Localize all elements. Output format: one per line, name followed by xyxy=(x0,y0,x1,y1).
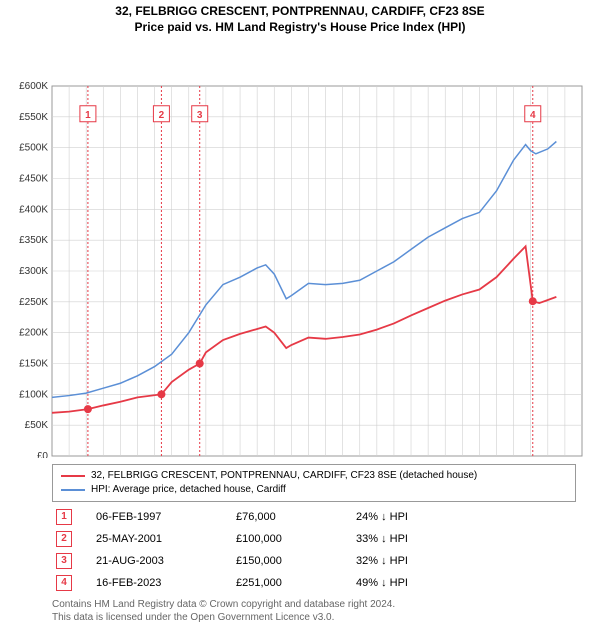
svg-text:3: 3 xyxy=(197,110,203,121)
legend-swatch xyxy=(61,475,85,477)
svg-text:£400K: £400K xyxy=(19,204,48,215)
price-chart: £0 £50K £100K £150K £200K £250K £300K £350K £400… xyxy=(0,38,600,458)
svg-text:£350K: £350K xyxy=(19,235,48,246)
svg-text:£500K: £500K xyxy=(19,143,48,154)
event-price: £150,000 xyxy=(232,550,352,572)
event-date: 16-FEB-2023 xyxy=(92,572,232,594)
footer-line: Contains HM Land Registry data © Crown c… xyxy=(52,598,576,611)
svg-text:4: 4 xyxy=(530,110,536,121)
page-title: 32, FELBRIGG CRESCENT, PONTPRENNAU, CARD… xyxy=(0,0,600,18)
event-badge: 2 xyxy=(56,531,72,547)
svg-text:£100K: £100K xyxy=(19,389,48,400)
event-price: £251,000 xyxy=(232,572,352,594)
event-price: £76,000 xyxy=(232,506,352,528)
page-subtitle: Price paid vs. HM Land Registry's House … xyxy=(0,18,600,38)
svg-text:£200K: £200K xyxy=(19,328,48,339)
event-date: 06-FEB-1997 xyxy=(92,506,232,528)
svg-text:2: 2 xyxy=(159,110,165,121)
event-delta: 49% ↓ HPI xyxy=(352,572,576,594)
legend-label: 32, FELBRIGG CRESCENT, PONTPRENNAU, CARD… xyxy=(91,469,477,483)
event-delta: 32% ↓ HPI xyxy=(352,550,576,572)
legend-item: 32, FELBRIGG CRESCENT, PONTPRENNAU, CARD… xyxy=(61,469,567,483)
svg-text:£300K: £300K xyxy=(19,266,48,277)
legend-label: HPI: Average price, detached house, Card… xyxy=(91,483,286,497)
svg-text:1: 1 xyxy=(85,110,91,121)
svg-text:£150K: £150K xyxy=(19,359,48,370)
table-row: 3 21-AUG-2003£150,00032% ↓ HPI xyxy=(52,550,576,572)
table-row: 4 16-FEB-2023£251,00049% ↓ HPI xyxy=(52,572,576,594)
event-delta: 24% ↓ HPI xyxy=(352,506,576,528)
event-date: 25-MAY-2001 xyxy=(92,528,232,550)
svg-text:£450K: £450K xyxy=(19,174,48,185)
event-delta: 33% ↓ HPI xyxy=(352,528,576,550)
event-date: 21-AUG-2003 xyxy=(92,550,232,572)
events-table: 1 06-FEB-1997£76,00024% ↓ HPI 2 25-MAY-2001… xyxy=(52,506,576,594)
svg-text:£0: £0 xyxy=(37,451,49,458)
event-badge: 1 xyxy=(56,509,72,525)
table-row: 1 06-FEB-1997£76,00024% ↓ HPI xyxy=(52,506,576,528)
event-badge: 3 xyxy=(56,553,72,569)
event-price: £100,000 xyxy=(232,528,352,550)
svg-text:£600K: £600K xyxy=(19,81,48,92)
svg-text:£50K: £50K xyxy=(25,420,49,431)
event-badge: 4 xyxy=(56,575,72,591)
legend: 32, FELBRIGG CRESCENT, PONTPRENNAU, CARD… xyxy=(52,464,576,502)
legend-item: HPI: Average price, detached house, Card… xyxy=(61,483,567,497)
footer-line: This data is licensed under the Open Gov… xyxy=(52,611,576,624)
table-row: 2 25-MAY-2001£100,00033% ↓ HPI xyxy=(52,528,576,550)
footer-attribution: Contains HM Land Registry data © Crown c… xyxy=(52,598,576,624)
svg-text:£250K: £250K xyxy=(19,297,48,308)
svg-text:£550K: £550K xyxy=(19,112,48,123)
legend-swatch xyxy=(61,489,85,491)
